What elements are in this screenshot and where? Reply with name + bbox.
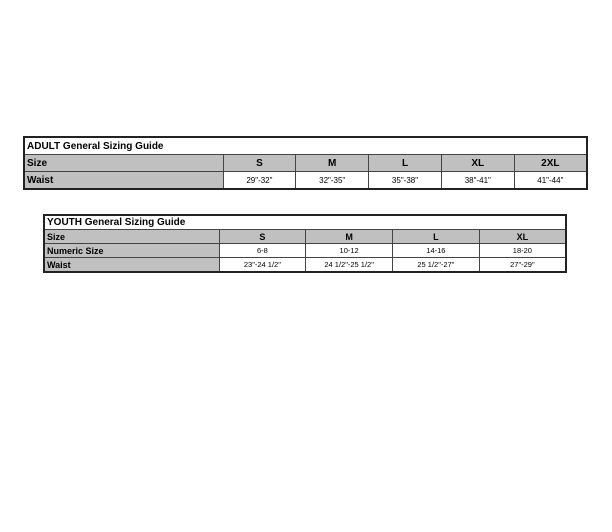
- numeric-cell: 18-20: [478, 243, 567, 258]
- size-cell: L: [392, 229, 480, 244]
- size-cell: M: [295, 154, 370, 172]
- row-label: Waist: [23, 171, 224, 190]
- adult-sizing-table: ADULT General Sizing Guide Size S M L XL…: [23, 136, 588, 190]
- size-cell: S: [218, 229, 307, 244]
- size-cell: 2XL: [513, 154, 588, 172]
- waist-cell: 32"-35": [295, 171, 370, 190]
- waist-row: Waist 23"-24 1/2" 24 1/2"-25 1/2" 25 1/2…: [43, 257, 567, 273]
- waist-row: Waist 29"-32" 32"-35" 35"-38" 38"-41" 41…: [23, 171, 588, 190]
- numeric-cell: 6-8: [218, 243, 307, 258]
- size-cell: S: [222, 154, 297, 172]
- waist-cell: 41"-44": [513, 171, 588, 190]
- waist-cell: 29"-32": [222, 171, 297, 190]
- size-row: Size S M L XL 2XL: [23, 154, 588, 172]
- size-cell: XL: [440, 154, 515, 172]
- row-label: Size: [43, 229, 220, 244]
- size-cell: L: [368, 154, 442, 172]
- numeric-cell: 14-16: [392, 243, 480, 258]
- row-label: Size: [23, 154, 224, 172]
- table-title: YOUTH General Sizing Guide: [43, 214, 567, 230]
- size-row: Size S M L XL: [43, 229, 567, 244]
- table-title: ADULT General Sizing Guide: [23, 136, 588, 155]
- size-cell: XL: [478, 229, 567, 244]
- row-label: Numeric Size: [43, 243, 220, 258]
- numeric-size-row: Numeric Size 6-8 10-12 14-16 18-20: [43, 243, 567, 258]
- waist-cell: 38"-41": [440, 171, 515, 190]
- row-label: Waist: [43, 257, 220, 273]
- waist-cell: 24 1/2"-25 1/2": [305, 257, 393, 273]
- waist-cell: 25 1/2"-27": [392, 257, 480, 273]
- numeric-cell: 10-12: [305, 243, 393, 258]
- youth-sizing-table: YOUTH General Sizing Guide Size S M L XL…: [43, 214, 567, 273]
- waist-cell: 27"-29": [478, 257, 567, 273]
- waist-cell: 23"-24 1/2": [218, 257, 307, 273]
- waist-cell: 35"-38": [368, 171, 442, 190]
- size-cell: M: [305, 229, 393, 244]
